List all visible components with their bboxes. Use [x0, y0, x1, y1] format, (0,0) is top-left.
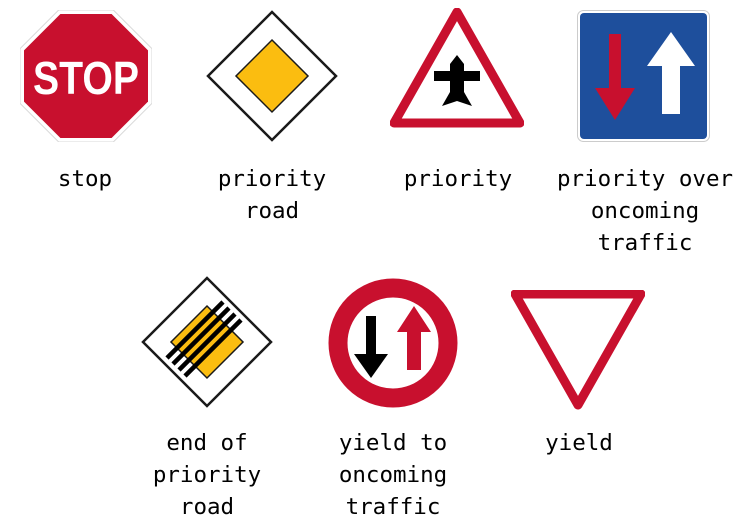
priority-road-caption: priority road	[217, 166, 327, 224]
stop-sign-text: STOP	[33, 52, 139, 104]
priority-over-oncoming-sign-icon	[577, 10, 710, 142]
priority-sign-icon	[390, 8, 524, 128]
priority-road-sign-icon	[206, 10, 338, 142]
stop-sign-icon: STOP	[20, 10, 152, 142]
yield-oncoming-sign-icon	[327, 277, 459, 409]
yield-caption: yield	[545, 430, 613, 456]
priority-over-oncoming-caption: priority over oncoming traffic	[556, 166, 734, 256]
yield-oncoming-caption: yield to oncoming traffic	[338, 430, 448, 520]
priority-caption: priority	[403, 166, 513, 192]
stop-caption: stop	[57, 166, 113, 192]
yield-sign-icon	[511, 290, 645, 410]
end-priority-road-caption: end of priority road	[152, 430, 262, 520]
end-priority-road-sign-icon	[141, 276, 273, 408]
